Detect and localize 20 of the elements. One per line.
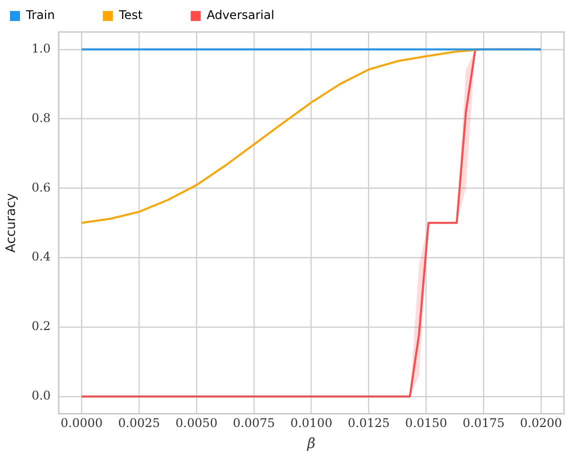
x-tick-label: 0.0100 [290,416,332,430]
y-axis-title: Accuracy [4,192,20,253]
y-tick-label: 0.2 [32,319,51,334]
x-axis-title: β [306,436,316,452]
y-tick-label: 1.0 [32,41,51,56]
legend-label: Train [25,8,93,22]
y-tick-label: 0.8 [32,110,51,125]
x-tick-label: 0.0050 [175,416,218,430]
x-tick-label: 0.0000 [60,416,103,430]
x-tick-label: 0.0125 [348,416,390,430]
legend-label: Test [118,8,181,22]
y-tick-label: 0.4 [32,250,52,264]
x-tick-label: 0.0150 [405,416,448,430]
y-tick-label: 0.0 [32,388,51,403]
x-tick-label: 0.0025 [118,416,160,430]
y-tick-label: 0.6 [32,180,51,194]
x-tick-label: 0.0175 [462,416,505,430]
x-tick-label: 0.0200 [520,416,562,430]
x-tick-label: 0.0075 [232,416,275,430]
legend-label: Adversarial [206,8,312,22]
